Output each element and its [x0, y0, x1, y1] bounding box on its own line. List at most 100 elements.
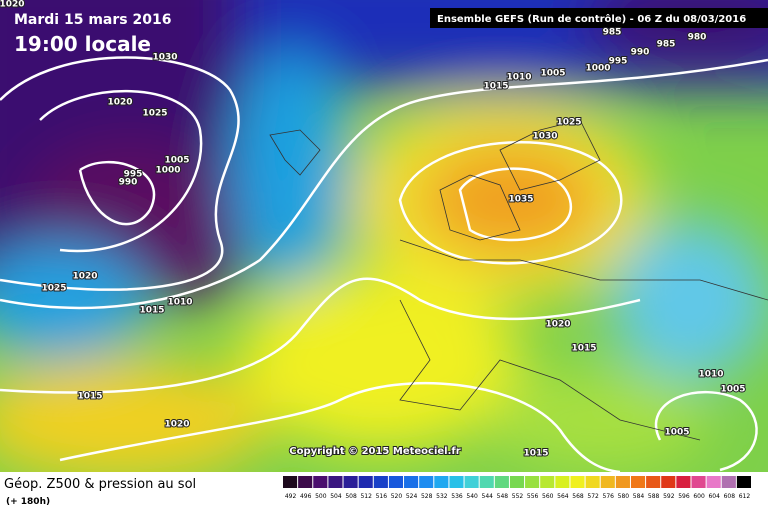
- scale-label: 532: [436, 493, 448, 500]
- isobar-label: 1010: [167, 298, 192, 308]
- scale-label: 556: [527, 493, 539, 500]
- scale-label: 572: [587, 493, 599, 500]
- isobar-label: 1025: [41, 284, 66, 294]
- scale-label: 604: [708, 493, 720, 500]
- scale-swatch: [570, 476, 585, 488]
- scale-swatch: [676, 476, 691, 488]
- isobar-label: 980: [688, 33, 707, 43]
- scale-label: 548: [497, 493, 509, 500]
- copyright: Copyright © 2015 Meteociel.fr: [289, 446, 460, 457]
- isobar-label: 1005: [540, 69, 565, 79]
- isobar-label: 1015: [139, 306, 164, 316]
- scale-swatch: [358, 476, 373, 488]
- scale-swatch: [540, 476, 555, 488]
- isobar-label: 1020: [0, 0, 25, 10]
- isobar-label: 995: [124, 170, 143, 180]
- run-box: [430, 8, 768, 28]
- scale-label: 512: [360, 493, 372, 500]
- scale-label: 544: [482, 493, 494, 500]
- date: Mardi 15 mars 2016: [14, 12, 171, 28]
- scale-label: 580: [618, 493, 630, 500]
- lead-time: (+ 180h): [6, 497, 50, 507]
- isobar-label: 1025: [556, 118, 581, 128]
- isobar-label: 1005: [720, 385, 745, 395]
- scale-label: 508: [345, 493, 357, 500]
- scale-swatch: [736, 476, 751, 488]
- isobar-label: 990: [119, 178, 138, 188]
- isobar-label: 1020: [545, 320, 570, 330]
- isobar-label: 1010: [698, 370, 723, 380]
- scale-label: 592: [663, 493, 675, 500]
- scale-swatch: [509, 476, 525, 488]
- local-time: 19:00 locale: [14, 32, 151, 56]
- isobar-label: 1035: [508, 195, 533, 205]
- isobar-label: 1020: [107, 98, 132, 108]
- scale-swatch: [494, 476, 509, 488]
- scale-swatch: [434, 476, 449, 488]
- field: [0, 0, 768, 472]
- scale-label: 564: [557, 493, 569, 500]
- scale-swatch: [479, 476, 494, 488]
- scale-label: 492: [285, 493, 297, 500]
- isobar-label: 990: [631, 48, 650, 58]
- scale-swatch: [661, 476, 676, 488]
- isobar-label: 1015: [571, 344, 596, 354]
- isobar-label: 1000: [585, 64, 610, 74]
- scale-swatch: [706, 476, 721, 488]
- isobar-label: 1000: [155, 166, 180, 176]
- isobar-label: 985: [603, 28, 622, 38]
- scale-swatch: [298, 476, 313, 488]
- scale-label: 528: [421, 493, 433, 500]
- scale-label: 496: [300, 493, 312, 500]
- scale-swatch: [343, 476, 358, 488]
- scale-label: 516: [376, 493, 388, 500]
- scale-swatch: [464, 476, 479, 488]
- isobar-label: 1010: [506, 73, 531, 83]
- scale-swatch: [585, 476, 600, 488]
- scale-label: 596: [678, 493, 690, 500]
- scale-label: 560: [542, 493, 554, 500]
- scale-label: 520: [391, 493, 403, 500]
- scale-label: 608: [724, 493, 736, 500]
- scale-swatch: [721, 476, 736, 488]
- scale-swatch: [555, 476, 570, 488]
- scale-swatch: [646, 476, 661, 488]
- scale-label: 588: [648, 493, 660, 500]
- scale-label: 552: [512, 493, 524, 500]
- scale-swatch: [388, 476, 404, 488]
- scale-label: 568: [572, 493, 584, 500]
- isobars: [0, 56, 768, 472]
- scale-swatch: [419, 476, 434, 488]
- scale-swatch: [404, 476, 419, 488]
- isobar-label: 1005: [664, 428, 689, 438]
- isobar-label: 1025: [142, 109, 167, 119]
- scale-swatch: [600, 476, 615, 488]
- isobar-label: 1005: [164, 156, 189, 166]
- isobar-label: 1020: [72, 272, 97, 282]
- isobar-label: 1030: [532, 132, 557, 142]
- scale-swatch: [328, 476, 343, 488]
- scale-label: 576: [603, 493, 615, 500]
- isobar-label: 1020: [164, 420, 189, 430]
- isobar-label: 1015: [523, 449, 548, 459]
- coastlines: [269, 119, 768, 441]
- scale-swatch: [615, 476, 630, 488]
- isobar-label: 1015: [77, 392, 102, 402]
- scale-label: 584: [633, 493, 645, 500]
- isobar-label: 985: [657, 40, 676, 50]
- isobar-label: 1030: [152, 53, 177, 63]
- scale-swatch: [525, 476, 540, 488]
- scale-swatch: [313, 476, 328, 488]
- scale-label: 536: [451, 493, 463, 500]
- scale-swatch: [373, 476, 388, 488]
- legend-title: Géop. Z500 & pression au sol: [4, 477, 196, 492]
- scale-label: 504: [330, 493, 342, 500]
- isobar-label: 1015: [483, 82, 508, 92]
- isobar-label: 995: [609, 57, 628, 67]
- scale-swatch: [691, 476, 706, 488]
- scale-label: 612: [739, 493, 751, 500]
- run-info: Ensemble GEFS (Run de contrôle) - 06 Z d…: [437, 13, 746, 25]
- scale-label: 524: [406, 493, 418, 500]
